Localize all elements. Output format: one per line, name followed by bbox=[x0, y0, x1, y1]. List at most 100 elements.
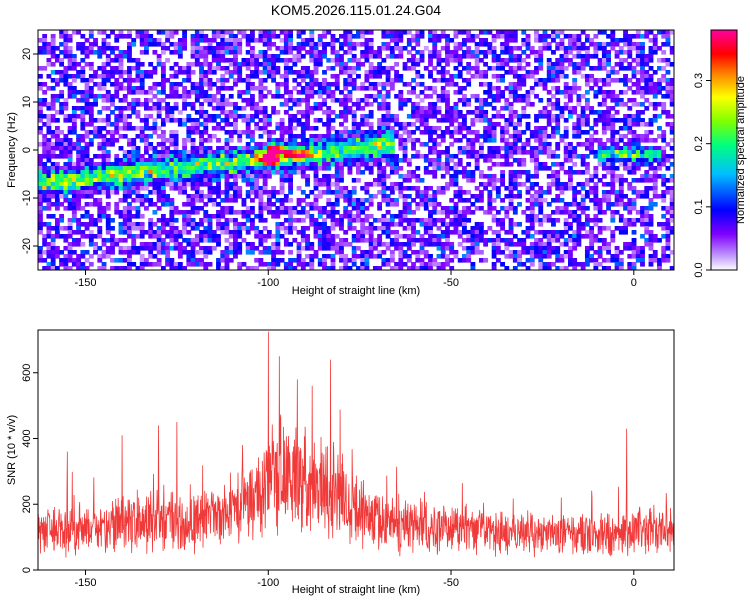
spectrogram-cell bbox=[339, 70, 344, 75]
spectrogram-cell bbox=[563, 238, 569, 243]
spectrogram-cell bbox=[127, 50, 132, 55]
spectrogram-cell bbox=[470, 238, 476, 243]
spectrogram-cell bbox=[470, 142, 476, 147]
spectrogram-cell bbox=[364, 158, 370, 163]
spectrogram-cell bbox=[220, 158, 226, 163]
spectrogram-cell bbox=[428, 138, 433, 143]
spectrogram-cell bbox=[241, 118, 247, 123]
spectrogram-cell bbox=[525, 226, 531, 231]
spectrogram-cell bbox=[576, 230, 582, 235]
spectrogram-cell bbox=[440, 266, 446, 270]
spectrogram-cell bbox=[233, 238, 238, 243]
spectrogram-cell bbox=[381, 214, 387, 219]
spectrogram-cell bbox=[487, 158, 493, 163]
spectrogram-cell bbox=[207, 146, 213, 151]
spectrogram-cell bbox=[377, 90, 383, 95]
spectrogram-cell bbox=[334, 86, 340, 91]
spectrogram-cell bbox=[453, 222, 459, 227]
spectrogram-cell bbox=[398, 214, 404, 219]
spectrogram-cell bbox=[330, 46, 336, 51]
spectrogram-cell bbox=[71, 66, 77, 71]
spectrogram-cell bbox=[313, 102, 319, 107]
spectrogram-cell bbox=[228, 250, 234, 255]
spectrogram-cell bbox=[216, 266, 221, 270]
spectrogram-cell bbox=[474, 234, 480, 239]
spectrogram-cell bbox=[487, 226, 493, 231]
spectrogram-cell bbox=[542, 38, 548, 43]
spectrogram-cell bbox=[508, 250, 514, 255]
spectrogram-cell bbox=[97, 182, 103, 187]
spectrogram-cell bbox=[466, 230, 472, 235]
spectrogram-cell bbox=[38, 50, 43, 55]
spectrogram-cell bbox=[313, 250, 319, 255]
spectrogram-cell bbox=[127, 170, 132, 175]
spectrogram-cell bbox=[245, 82, 251, 87]
spectrogram-cell bbox=[114, 114, 120, 119]
spectrogram-cell bbox=[326, 182, 332, 187]
spectrogram-cell bbox=[42, 234, 48, 239]
spectrogram-cell bbox=[279, 182, 285, 187]
spectrogram-cell bbox=[470, 266, 476, 270]
spectrogram-cell bbox=[313, 146, 319, 151]
spectrogram-cell bbox=[271, 162, 277, 167]
spectrogram-cell bbox=[453, 206, 459, 211]
spectrogram-cell bbox=[110, 250, 115, 255]
spectrogram-cell bbox=[122, 182, 128, 187]
spectrogram-cell bbox=[139, 74, 145, 79]
spectrogram-cell bbox=[169, 106, 175, 111]
spectrogram-cell bbox=[351, 70, 357, 75]
spectrogram-cell bbox=[572, 54, 578, 59]
spectrogram-cell bbox=[372, 178, 378, 183]
spectrogram-cell bbox=[495, 94, 501, 99]
spectrogram-cell bbox=[250, 162, 255, 167]
spectrogram-cell bbox=[394, 54, 399, 59]
spectrogram-cell bbox=[313, 70, 319, 75]
spectrogram-cell bbox=[250, 166, 255, 171]
spectrogram-cell bbox=[449, 118, 455, 123]
spectrogram-cell bbox=[546, 110, 552, 115]
spectrogram-cell bbox=[559, 210, 565, 215]
spectrogram-cell bbox=[156, 158, 162, 163]
spectrogram-cell bbox=[84, 90, 90, 95]
spectrogram-cell bbox=[228, 62, 234, 67]
spectrogram-cell bbox=[402, 126, 408, 131]
spectrogram-cell bbox=[186, 94, 192, 99]
spectrogram-cell bbox=[224, 174, 230, 179]
spectrogram-cell bbox=[360, 162, 366, 167]
spectrogram-cell bbox=[275, 94, 281, 99]
spectrogram-cell bbox=[42, 178, 48, 183]
spectrogram-cell bbox=[563, 186, 569, 191]
spectrogram-cell bbox=[59, 42, 65, 47]
spectrogram-cell bbox=[165, 242, 171, 247]
spectrogram-cell bbox=[542, 110, 548, 115]
spectrogram-cell bbox=[144, 42, 149, 47]
spectrogram-cell bbox=[258, 190, 264, 195]
spectrogram-cell bbox=[80, 42, 86, 47]
spectrogram-cell bbox=[364, 198, 370, 203]
spectrogram-cell bbox=[330, 190, 336, 195]
spectrogram-cell bbox=[389, 158, 395, 163]
spectrogram-cell bbox=[491, 250, 497, 255]
spectrogram-cell bbox=[80, 106, 86, 111]
spectrogram-cell bbox=[160, 178, 166, 183]
spectrogram-cell bbox=[97, 234, 103, 239]
spectrogram-cell bbox=[50, 114, 56, 119]
spectrogram-cell bbox=[508, 182, 514, 187]
spectrogram-cell bbox=[406, 246, 412, 251]
spectrogram-cell bbox=[160, 174, 166, 179]
spectrogram-cell bbox=[330, 126, 336, 131]
spectrogram-cell bbox=[139, 162, 145, 167]
spectrogram-cell bbox=[122, 258, 128, 263]
spectrogram-cell bbox=[360, 218, 366, 223]
spectrogram-cell bbox=[576, 214, 582, 219]
spectrogram-cell bbox=[402, 146, 408, 151]
spectrogram-cell bbox=[156, 186, 162, 191]
spectrogram-cell bbox=[152, 42, 158, 47]
spectrogram-cell bbox=[216, 154, 221, 159]
spectrogram-cell bbox=[385, 94, 391, 99]
spectrogram-cell bbox=[177, 230, 183, 235]
spectrogram-cell bbox=[580, 162, 586, 167]
spectrogram-cell bbox=[525, 234, 531, 239]
spectrogram-cell bbox=[173, 50, 179, 55]
spectrogram-cell bbox=[491, 50, 497, 55]
